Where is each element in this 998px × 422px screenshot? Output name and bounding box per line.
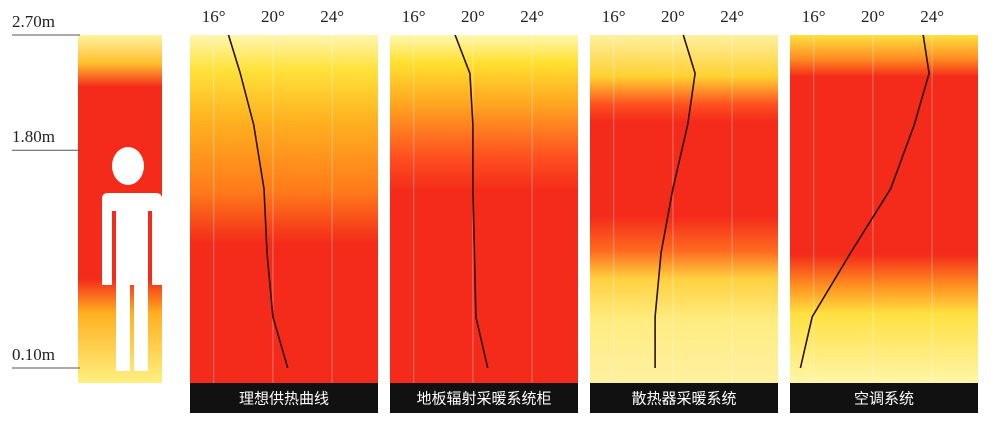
x-tick-label: 20° (661, 7, 685, 26)
x-tick-label: 20° (261, 7, 285, 26)
panel-caption: 理想供热曲线 (239, 390, 329, 408)
person-icon (100, 147, 162, 371)
caption-bar (190, 383, 378, 413)
temperature-curve (654, 34, 696, 368)
temperature-curve (227, 34, 289, 369)
caption-bar (590, 383, 778, 413)
x-tick-label: 24° (720, 7, 744, 26)
temperature-curve (799, 34, 930, 369)
x-tick-label: 24° (320, 7, 344, 26)
x-tick-label: 16° (402, 7, 426, 26)
x-tick-label: 20° (461, 7, 485, 26)
x-tick-label: 24° (520, 7, 544, 26)
temperature-curve (454, 34, 489, 369)
heat-panel (790, 35, 978, 383)
panel-caption: 散热器采暖系统 (631, 390, 736, 408)
panel-caption: 地板辐射采暖系统柜 (416, 390, 551, 408)
x-tick-label: 16° (202, 7, 226, 26)
x-tick-label: 24° (920, 7, 944, 26)
panel-caption: 空调系统 (854, 390, 914, 408)
x-tick-label: 16° (602, 7, 626, 26)
heat-panel (390, 35, 578, 383)
heat-panel (190, 35, 378, 383)
y-tick-label: 2.70m (12, 12, 55, 31)
x-tick-label: 20° (861, 7, 885, 26)
caption-bar (390, 383, 578, 413)
y-tick-label: 1.80m (12, 127, 55, 146)
heat-panel (590, 35, 778, 383)
y-tick-label: 0.10m (12, 345, 55, 364)
caption-bar (790, 383, 978, 413)
x-tick-label: 16° (802, 7, 826, 26)
